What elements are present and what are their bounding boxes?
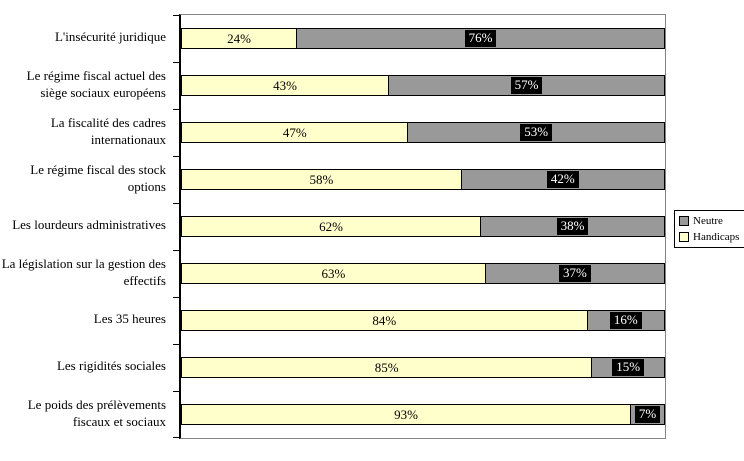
handicaps-swatch-icon bbox=[679, 232, 689, 242]
handicaps-segment: 63% bbox=[181, 263, 486, 284]
value-label: 84% bbox=[372, 312, 397, 328]
neutre-segment: 76% bbox=[297, 28, 665, 49]
axis-tick bbox=[173, 250, 179, 251]
legend: Neutre Handicaps bbox=[674, 210, 744, 248]
neutre-segment: 15% bbox=[592, 357, 665, 378]
neutre-segment: 57% bbox=[389, 75, 665, 96]
value-label: 38% bbox=[556, 218, 589, 235]
neutre-segment: 42% bbox=[461, 169, 665, 190]
axis-tick bbox=[173, 297, 179, 298]
stacked-bar: 62% 38% bbox=[181, 216, 665, 237]
axis-tick bbox=[173, 203, 179, 204]
category-label: Le régime fiscal des stock options bbox=[30, 162, 166, 194]
stacked-bar: 24% 76% bbox=[181, 28, 665, 49]
legend-label-neutre: Neutre bbox=[693, 215, 723, 227]
neutre-swatch-icon bbox=[679, 216, 689, 226]
axis-tick bbox=[173, 437, 179, 438]
axis-tick bbox=[173, 109, 179, 110]
bar-row: 85% 15% bbox=[181, 344, 665, 391]
axis-tick bbox=[173, 156, 179, 157]
neutre-segment: 37% bbox=[485, 263, 665, 284]
stacked-bar: 63% 37% bbox=[181, 263, 665, 284]
handicaps-segment: 85% bbox=[181, 357, 593, 378]
handicaps-segment: 93% bbox=[181, 404, 632, 425]
value-label: 76% bbox=[464, 30, 497, 47]
category-label: Les rigidités sociales bbox=[56, 358, 166, 374]
handicaps-segment: 24% bbox=[181, 28, 298, 49]
handicaps-segment: 43% bbox=[181, 75, 390, 96]
stacked-bar: 47% 53% bbox=[181, 122, 665, 143]
value-label: 43% bbox=[273, 77, 297, 93]
category-label: L'insécurité juridique bbox=[54, 29, 166, 45]
category-label: Le régime fiscal actuel des siège sociau… bbox=[26, 68, 166, 100]
stacked-bar: 58% 42% bbox=[181, 169, 665, 190]
value-label: 42% bbox=[546, 171, 579, 188]
legend-item-neutre: Neutre bbox=[679, 215, 739, 227]
neutre-segment: 38% bbox=[481, 216, 665, 237]
neutre-segment: 53% bbox=[408, 122, 665, 143]
value-label: 63% bbox=[321, 265, 346, 281]
category-label: Les 35 heures bbox=[93, 311, 166, 327]
value-label: 53% bbox=[520, 124, 553, 141]
value-label: 24% bbox=[227, 30, 251, 46]
value-label: 37% bbox=[559, 265, 591, 282]
category-label: La législation sur la gestion des effect… bbox=[1, 256, 166, 288]
axis-tick bbox=[173, 62, 179, 63]
legend-item-handicaps: Handicaps bbox=[679, 231, 739, 243]
value-label: 58% bbox=[309, 171, 334, 187]
category-label: La fiscalité des cadres internationaux bbox=[50, 115, 166, 147]
bar-row: 43% 57% bbox=[181, 62, 665, 109]
neutre-segment: 16% bbox=[587, 310, 665, 331]
category-axis-labels: L'insécurité juridique Le régime fiscal a… bbox=[0, 14, 172, 437]
value-label: 85% bbox=[374, 359, 399, 375]
plot-area: 24% 76% 43% 57% 47% 53% 58% 42% 62% 38% 63% 37% 84% 1… bbox=[173, 14, 666, 439]
axis-tick bbox=[173, 391, 179, 392]
value-label: 62% bbox=[319, 218, 343, 234]
value-label: 7% bbox=[634, 406, 661, 423]
value-label: 15% bbox=[612, 359, 645, 376]
bar-row: 24% 76% bbox=[181, 15, 665, 62]
bar-row: 84% 16% bbox=[181, 297, 665, 344]
category-label: Le poids des prélèvements fiscaux et soc… bbox=[27, 397, 166, 429]
neutre-segment: 7% bbox=[631, 404, 665, 425]
legend-label-handicaps: Handicaps bbox=[693, 231, 740, 243]
handicaps-segment: 58% bbox=[181, 169, 462, 190]
axis-tick bbox=[173, 344, 179, 345]
category-label: Les lourdeurs administratives bbox=[12, 217, 166, 233]
value-label: 93% bbox=[394, 406, 418, 422]
stacked-bar: 85% 15% bbox=[181, 357, 665, 378]
value-label: 16% bbox=[609, 312, 642, 329]
stacked-bar: 93% 7% bbox=[181, 404, 665, 425]
value-label: 47% bbox=[282, 124, 307, 140]
axis-tick bbox=[173, 15, 179, 16]
bar-row: 47% 53% bbox=[181, 109, 665, 156]
stacked-bar: 84% 16% bbox=[181, 310, 665, 331]
bar-row: 62% 38% bbox=[181, 203, 665, 250]
value-label: 57% bbox=[510, 77, 543, 94]
bar-row: 58% 42% bbox=[181, 156, 665, 203]
handicaps-segment: 47% bbox=[181, 122, 409, 143]
handicaps-segment: 62% bbox=[181, 216, 482, 237]
bar-row: 93% 7% bbox=[181, 391, 665, 438]
stacked-bar: 43% 57% bbox=[181, 75, 665, 96]
bar-row: 63% 37% bbox=[181, 250, 665, 297]
handicaps-segment: 84% bbox=[181, 310, 588, 331]
